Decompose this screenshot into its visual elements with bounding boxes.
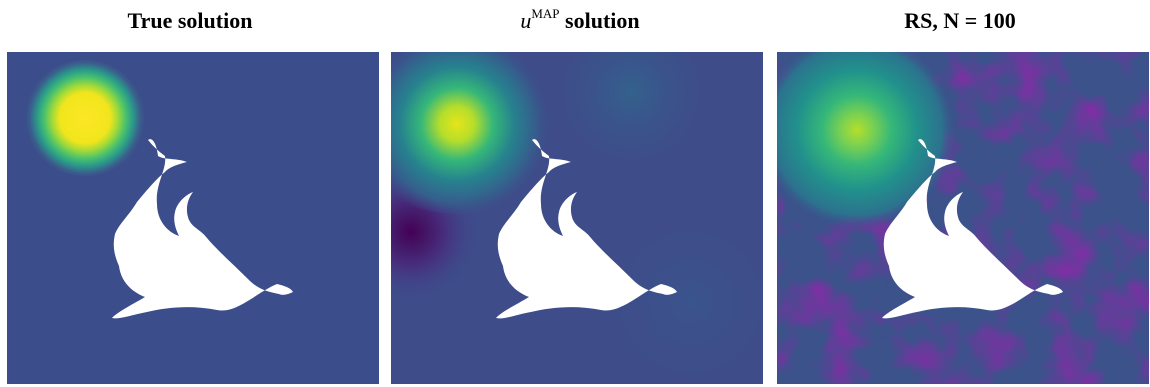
true-solution-field (7, 52, 379, 384)
true-solution-image (7, 52, 379, 384)
title-math-u: u (520, 8, 532, 33)
panel-title-map: uMAP solution (480, 4, 680, 38)
title-sup-map: MAP (531, 6, 560, 21)
panel-title-true: True solution (127, 8, 253, 33)
rs-solution-field (777, 52, 1149, 384)
rs-solution-image (777, 52, 1149, 384)
map-solution-field (391, 52, 763, 384)
panel-title-rs: RS, N = 100 (904, 8, 1016, 33)
title-rest: solution (559, 8, 640, 33)
map-solution-image (391, 52, 763, 384)
